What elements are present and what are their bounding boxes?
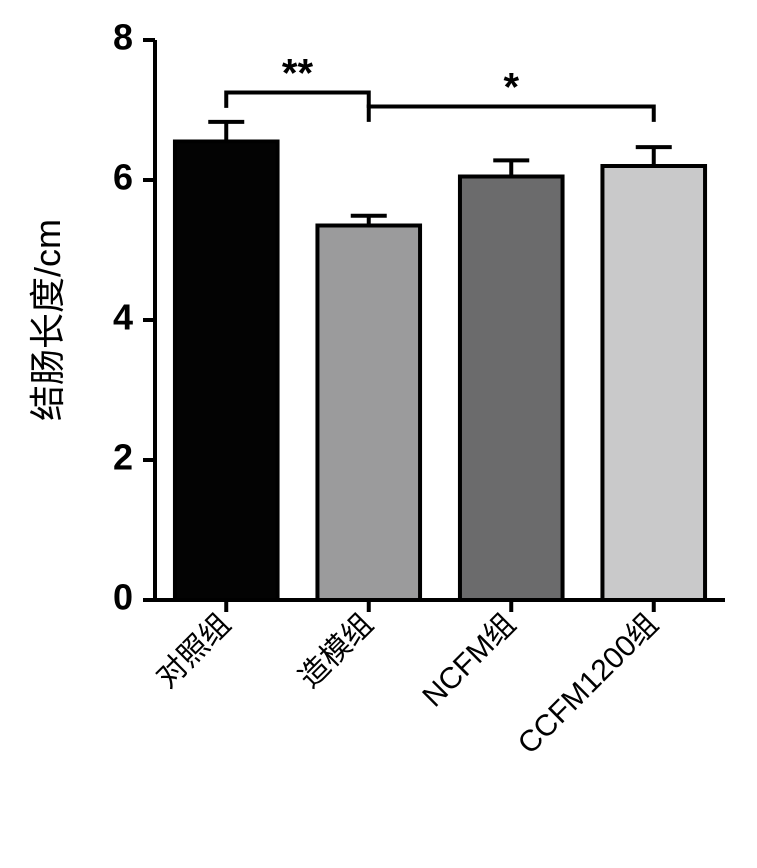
- x-tick-label: 对照组: [150, 608, 237, 695]
- bar: [460, 177, 563, 601]
- significance-label: **: [282, 52, 314, 96]
- y-tick-label: 6: [113, 157, 133, 198]
- x-tick-label: CCFM1200组: [512, 608, 665, 761]
- x-tick-label: 造模组: [293, 608, 380, 695]
- chart-svg: 02468结肠长度/cm对照组造模组NCFM组CCFM1200组***: [0, 0, 757, 868]
- bar-chart: 02468结肠长度/cm对照组造模组NCFM组CCFM1200组***: [0, 0, 757, 868]
- y-tick-label: 2: [113, 437, 133, 478]
- y-tick-label: 8: [113, 17, 133, 58]
- significance-label: *: [503, 66, 519, 110]
- y-axis-label: 结肠长度/cm: [27, 219, 68, 421]
- x-tick-label: NCFM组: [416, 608, 522, 714]
- y-tick-label: 4: [113, 297, 133, 338]
- bar: [602, 166, 705, 600]
- bar: [175, 142, 278, 601]
- y-tick-label: 0: [113, 577, 133, 618]
- bar: [317, 226, 420, 601]
